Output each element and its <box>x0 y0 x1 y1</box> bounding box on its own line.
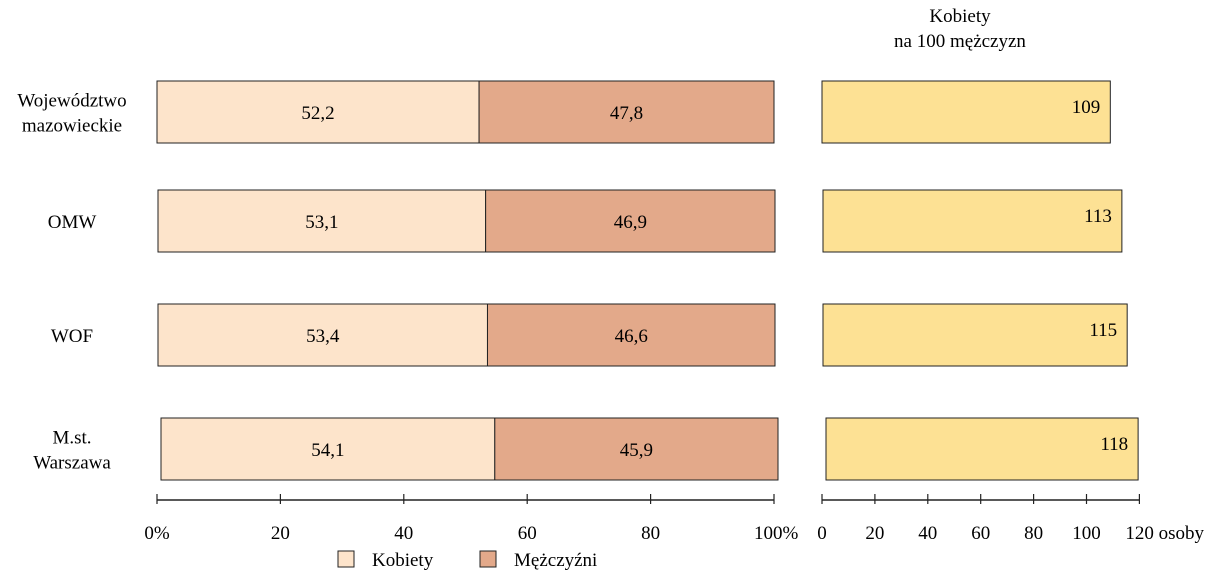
x-tick-label: 0% <box>144 523 170 544</box>
category-label: Województwo <box>17 91 126 112</box>
x-tick-label: 0 <box>817 523 827 544</box>
x-tick-label: 20 <box>271 523 290 544</box>
legend-label: Kobiety <box>372 550 434 571</box>
x-tick-label: 20 <box>865 523 884 544</box>
data-label: 54,1 <box>311 440 344 461</box>
bar-mezczyzni <box>494 417 779 481</box>
bar-mezczyzni <box>486 303 776 367</box>
bar-kobiety <box>157 303 488 367</box>
x-tick-label: 80 <box>1024 523 1043 544</box>
category-label: OMW <box>48 212 97 233</box>
x-tick-label: 100 <box>1072 523 1101 544</box>
data-label: 46,6 <box>615 326 648 347</box>
data-label: 46,9 <box>614 212 647 233</box>
category-label: WOF <box>51 326 93 347</box>
x-tick-label: 40 <box>918 523 937 544</box>
bar-mezczyzni <box>485 189 776 253</box>
data-label: 115 <box>1089 320 1117 341</box>
bar-ratio <box>822 189 1123 253</box>
x-tick-label: 80 <box>641 523 660 544</box>
legend-swatch <box>479 550 497 568</box>
legend-swatch <box>337 550 355 568</box>
data-label: 47,8 <box>610 103 643 124</box>
data-label: 53,1 <box>305 212 338 233</box>
bar-ratio <box>822 303 1128 367</box>
stacked-share-chart: 52,2 47,8 Województwo mazowieckie 53,1 46,9 OM… <box>17 80 799 544</box>
data-label: 52,2 <box>301 103 334 124</box>
data-label: 45,9 <box>620 440 653 461</box>
x-tick-label: 60 <box>971 523 990 544</box>
bar-ratio <box>825 417 1139 481</box>
data-label: 109 <box>1072 97 1101 118</box>
data-label: 118 <box>1100 434 1128 455</box>
category-label: Warszawa <box>33 453 111 474</box>
category-label: M.st. <box>52 428 91 449</box>
x-tick-label: 60 <box>518 523 537 544</box>
bar-mezczyzni <box>478 80 775 144</box>
legend: Kobiety Mężczyźni <box>337 550 597 571</box>
data-label: 53,4 <box>306 326 340 347</box>
chart-title: na 100 mężczyzn <box>894 31 1026 52</box>
chart-title: Kobiety <box>929 6 991 27</box>
ratio-chart: 109 113 115 118 Kobiety na 100 mężczyzn 0 20 40 6… <box>817 6 1204 544</box>
bar-kobiety <box>160 417 496 481</box>
data-label: 113 <box>1084 206 1112 227</box>
x-tick-label: 100% <box>754 523 799 544</box>
bar-ratio <box>821 80 1111 144</box>
bar-kobiety <box>156 80 480 144</box>
bar-kobiety <box>157 189 487 253</box>
x-tick-label: 40 <box>394 523 413 544</box>
category-label: mazowieckie <box>22 116 122 137</box>
legend-label: Mężczyźni <box>514 550 597 571</box>
x-tick-label: 120 osoby <box>1125 523 1204 544</box>
